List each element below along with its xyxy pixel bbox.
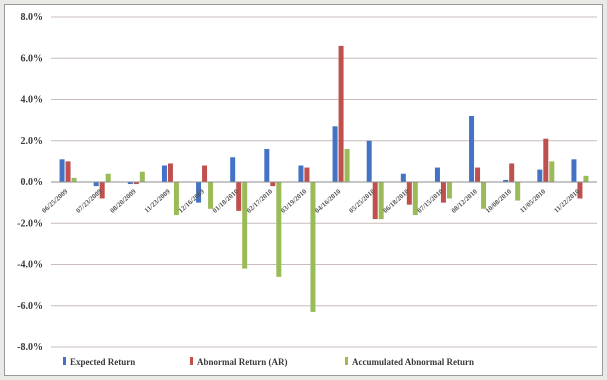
bar <box>196 182 202 203</box>
bar <box>338 45 344 182</box>
bar <box>503 179 509 182</box>
legend-swatch <box>345 357 348 365</box>
legend-swatch <box>190 357 193 365</box>
y-tick-label: -6.0% <box>17 301 43 312</box>
y-tick-label: 0.0% <box>21 177 44 188</box>
bar <box>276 182 282 277</box>
bar <box>366 140 372 182</box>
x-tick-label: 01/18/2010 <box>211 187 240 215</box>
bar <box>173 182 179 215</box>
x-tick-label: 07/23/2009 <box>74 187 103 215</box>
bar <box>583 175 589 182</box>
bar <box>310 182 316 312</box>
bar <box>264 149 270 182</box>
bar <box>65 161 71 182</box>
legend-swatch <box>63 357 66 365</box>
x-tick-label: 04/16/2010 <box>313 187 342 215</box>
x-tick-label: 07/15/2010 <box>416 187 445 215</box>
x-tick-label: 10/08/2010 <box>484 187 513 215</box>
bar <box>406 182 412 205</box>
y-tick-label: 2.0% <box>21 136 44 147</box>
bar <box>378 182 384 220</box>
bar <box>105 173 111 182</box>
bar <box>270 182 276 187</box>
x-tick-label: 06/25/2009 <box>40 187 69 215</box>
y-tick-label: 4.0% <box>21 95 44 106</box>
bar <box>509 163 515 182</box>
bar <box>372 182 378 220</box>
x-tick-label: 05/25/2010 <box>347 187 376 215</box>
bar <box>434 167 440 182</box>
x-tick-label: 03/19/2010 <box>279 187 308 215</box>
bar <box>577 182 583 199</box>
bar <box>139 171 145 182</box>
x-tick-label: 02/17/2010 <box>245 187 274 215</box>
y-tick-label: -2.0% <box>17 218 43 229</box>
legend: Expected Return Abnormal Return (AR) Accum… <box>63 357 474 367</box>
bar <box>167 163 173 182</box>
bar <box>208 182 214 209</box>
bar <box>412 182 418 215</box>
legend-label: Accumulated Abnormal Return <box>352 357 474 367</box>
bar <box>475 167 481 182</box>
bar <box>93 182 99 187</box>
x-tick-label: 08/12/2010 <box>450 187 479 215</box>
bar <box>71 177 77 182</box>
bar <box>446 182 452 199</box>
bar <box>571 159 577 182</box>
bar <box>127 182 133 185</box>
bar <box>298 165 304 182</box>
x-tick-label: 12/16/2009 <box>177 187 206 215</box>
bar <box>99 182 105 199</box>
bar <box>133 182 139 185</box>
y-tick-label: 8.0% <box>21 12 44 23</box>
bar <box>230 157 236 182</box>
bar <box>161 165 167 182</box>
legend-label: Abnormal Return (AR) <box>197 357 288 367</box>
bar <box>59 159 65 182</box>
bar <box>440 182 446 203</box>
bars <box>59 45 589 312</box>
x-tick-label: 08/20/2009 <box>109 187 138 215</box>
x-tick-label: 11/22/2010 <box>553 187 582 214</box>
bar <box>543 138 549 182</box>
bar <box>344 149 350 182</box>
y-tick-label: -8.0% <box>17 342 43 353</box>
bar <box>304 167 310 182</box>
chart-frame: -8.0% -6.0% -4.0% -2.0% 0.0% 2.0% 4.0% 6.0% 8.0%… <box>4 4 603 376</box>
x-tick-label: 11/23/2009 <box>143 187 172 214</box>
bar <box>549 161 555 182</box>
bar <box>332 126 338 182</box>
bar-chart: -8.0% -6.0% -4.0% -2.0% 0.0% 2.0% 4.0% 6.0% 8.0%… <box>17 12 597 367</box>
bar <box>469 116 475 182</box>
y-tick-label: 6.0% <box>21 53 44 64</box>
legend-label: Expected Return <box>70 357 135 367</box>
bar <box>236 182 242 211</box>
y-tick-label: -4.0% <box>17 260 43 271</box>
bar <box>481 182 487 209</box>
x-tick-label: 06/18/2010 <box>382 187 411 215</box>
x-tick-label: 11/05/2010 <box>518 187 547 214</box>
bar <box>242 182 248 269</box>
bar <box>515 182 521 201</box>
y-axis-ticks: -8.0% -6.0% -4.0% -2.0% 0.0% 2.0% 4.0% 6.0% 8.0% <box>17 12 43 353</box>
bar <box>202 165 208 182</box>
bar <box>537 169 543 182</box>
bar <box>400 173 406 182</box>
